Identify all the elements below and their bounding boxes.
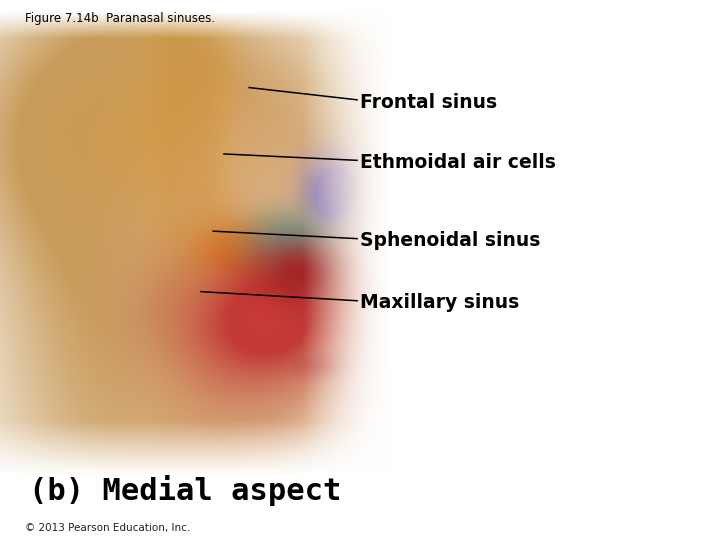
Text: © 2013 Pearson Education, Inc.: © 2013 Pearson Education, Inc. — [25, 523, 191, 533]
Text: (b) Medial aspect: (b) Medial aspect — [29, 475, 341, 506]
Text: Sphenoidal sinus: Sphenoidal sinus — [360, 231, 541, 250]
Text: Figure 7.14b  Paranasal sinuses.: Figure 7.14b Paranasal sinuses. — [25, 12, 215, 25]
Text: Frontal sinus: Frontal sinus — [360, 93, 497, 112]
Text: Maxillary sinus: Maxillary sinus — [360, 293, 519, 312]
Text: Ethmoidal air cells: Ethmoidal air cells — [360, 152, 556, 172]
